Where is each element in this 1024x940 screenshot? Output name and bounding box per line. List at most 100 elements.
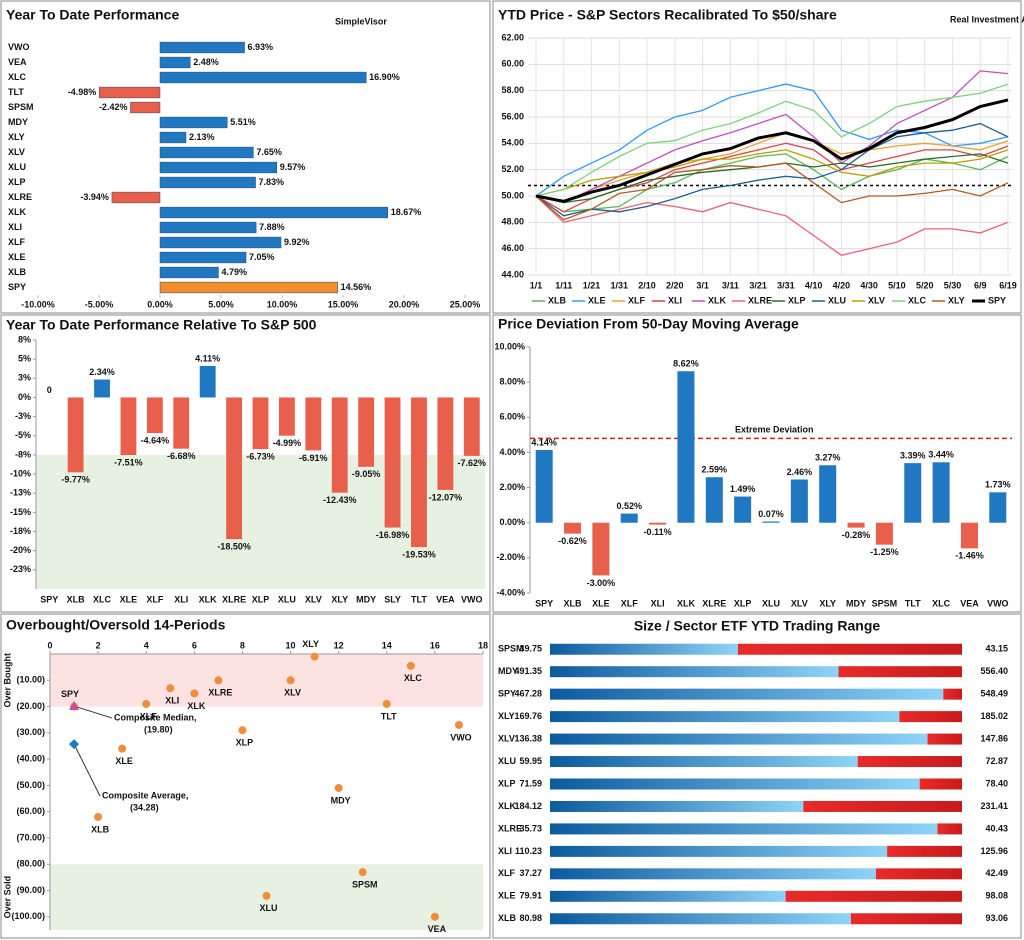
value-label: 0.07%: [758, 509, 784, 519]
value-label: 14.56%: [341, 282, 372, 292]
point-label: XLU: [260, 903, 278, 913]
chart-title: Price Deviation From 50-Day Moving Avera…: [498, 316, 799, 332]
bar: [94, 379, 110, 398]
y-tick-label: 58.00: [501, 85, 524, 95]
point: [334, 784, 343, 793]
chart-title: Overbought/Oversold 14-Periods: [6, 617, 226, 633]
leader: [73, 705, 113, 719]
bar: [278, 397, 295, 436]
value-label: 9.57%: [280, 162, 306, 172]
high-label: 231.41: [980, 801, 1008, 811]
x-tick-label: 5/30: [944, 280, 962, 290]
legend-label: XLY: [948, 295, 965, 305]
value-label: -18.50%: [217, 542, 251, 552]
y-tick-label: 6.00%: [499, 412, 525, 422]
x-tick-label: 10.00%: [267, 299, 298, 309]
high-label: 78.40: [985, 778, 1008, 788]
value-label: -1.46%: [955, 551, 984, 561]
marker-name: Composite Average,: [102, 790, 188, 800]
high-label: 42.49: [985, 868, 1008, 878]
range-high: [887, 845, 962, 857]
x-tick-label: VWO: [461, 594, 483, 604]
y-tick-label: (20.00): [16, 701, 45, 711]
x-tick-label: 4: [144, 640, 149, 650]
y-tick-label: -3%: [15, 411, 31, 421]
x-tick-label: 15.00%: [328, 299, 359, 309]
value-label: 1.49%: [730, 484, 756, 494]
value-label: -0.28%: [842, 530, 871, 540]
point-label: XLV: [284, 688, 301, 698]
y-tick-label: 8.00%: [499, 377, 525, 387]
low-label: 35.73: [519, 823, 542, 833]
series-line: [535, 122, 1009, 217]
point: [310, 652, 319, 661]
y-tick-label: -4.00%: [496, 587, 525, 597]
x-tick-label: 16: [430, 640, 440, 650]
y-tick-label: (100.00): [11, 911, 45, 921]
marker-label: (19.80): [144, 724, 173, 734]
x-tick-label: 8: [240, 640, 245, 650]
value-label: 7.83%: [259, 177, 285, 187]
shade: [36, 454, 485, 589]
bar: [146, 397, 163, 434]
x-tick-label: SLY: [384, 594, 401, 604]
bar: [159, 266, 219, 279]
x-tick-label: XLRE: [222, 594, 246, 604]
value-label: 2.59%: [702, 465, 728, 475]
x-tick-label: XLV: [791, 598, 808, 608]
y-tick-label: 3%: [18, 373, 31, 383]
x-tick-label: 0.00%: [147, 299, 173, 309]
value-label: 4.79%: [221, 267, 247, 277]
y-tick-label: 0.00%: [499, 517, 525, 527]
x-tick-label: XLB: [67, 594, 86, 604]
series-line: [535, 83, 1009, 197]
category-label: XLU: [8, 162, 26, 172]
range-low: [550, 778, 920, 790]
bar: [305, 397, 322, 451]
value-label: 16.90%: [369, 72, 400, 82]
value-label: 3.44%: [928, 450, 954, 460]
y-tick-label: 50.00: [501, 190, 524, 200]
chart-title: Year To Date Performance Relative To S&P…: [6, 317, 317, 333]
low-label: 39.75: [519, 644, 542, 654]
point: [286, 676, 295, 685]
bar: [331, 397, 348, 493]
x-tick-label: 5.00%: [208, 299, 234, 309]
value-label: 2.13%: [189, 132, 215, 142]
x-tick-label: XLF: [621, 598, 639, 608]
x-tick-label: 5/10: [888, 280, 906, 290]
range-low: [550, 823, 938, 835]
value-label: 3.27%: [815, 453, 841, 463]
value-label: 4.11%: [195, 353, 220, 363]
legend-label: XLU: [828, 295, 846, 305]
chart-title: YTD Price - S&P Sectors Recalibrated To …: [498, 7, 837, 23]
bar: [159, 251, 247, 264]
y-tick-label: 44.00: [501, 269, 524, 279]
x-tick-label: XLF: [146, 594, 164, 604]
point-label: SPY: [61, 689, 79, 699]
bar: [67, 397, 84, 473]
x-tick-label: 20.00%: [389, 299, 420, 309]
series-line: [535, 162, 1009, 221]
point-label: XLB: [91, 824, 110, 834]
y-tick-label: 4.00%: [499, 447, 525, 457]
y-tick-label: 62.00: [501, 32, 524, 42]
y-tick-label: -23%: [10, 564, 31, 574]
x-tick-label: 2/10: [638, 280, 656, 290]
y-tick-label: 0%: [18, 392, 31, 402]
x-tick-label: VEA: [960, 598, 979, 608]
range-high: [857, 756, 962, 768]
high-label: 40.43: [985, 823, 1008, 833]
value-label: -7.51%: [114, 457, 143, 467]
value-label: -1.25%: [870, 547, 899, 557]
bar: [592, 522, 610, 576]
range-high: [850, 913, 962, 925]
bar: [159, 161, 278, 174]
bar: [226, 397, 243, 540]
range-low: [550, 733, 928, 745]
high-label: 556.40: [980, 666, 1008, 676]
point: [190, 689, 199, 698]
chart-title: Year To Date Performance: [6, 7, 179, 23]
category-label: VWO: [8, 42, 30, 52]
